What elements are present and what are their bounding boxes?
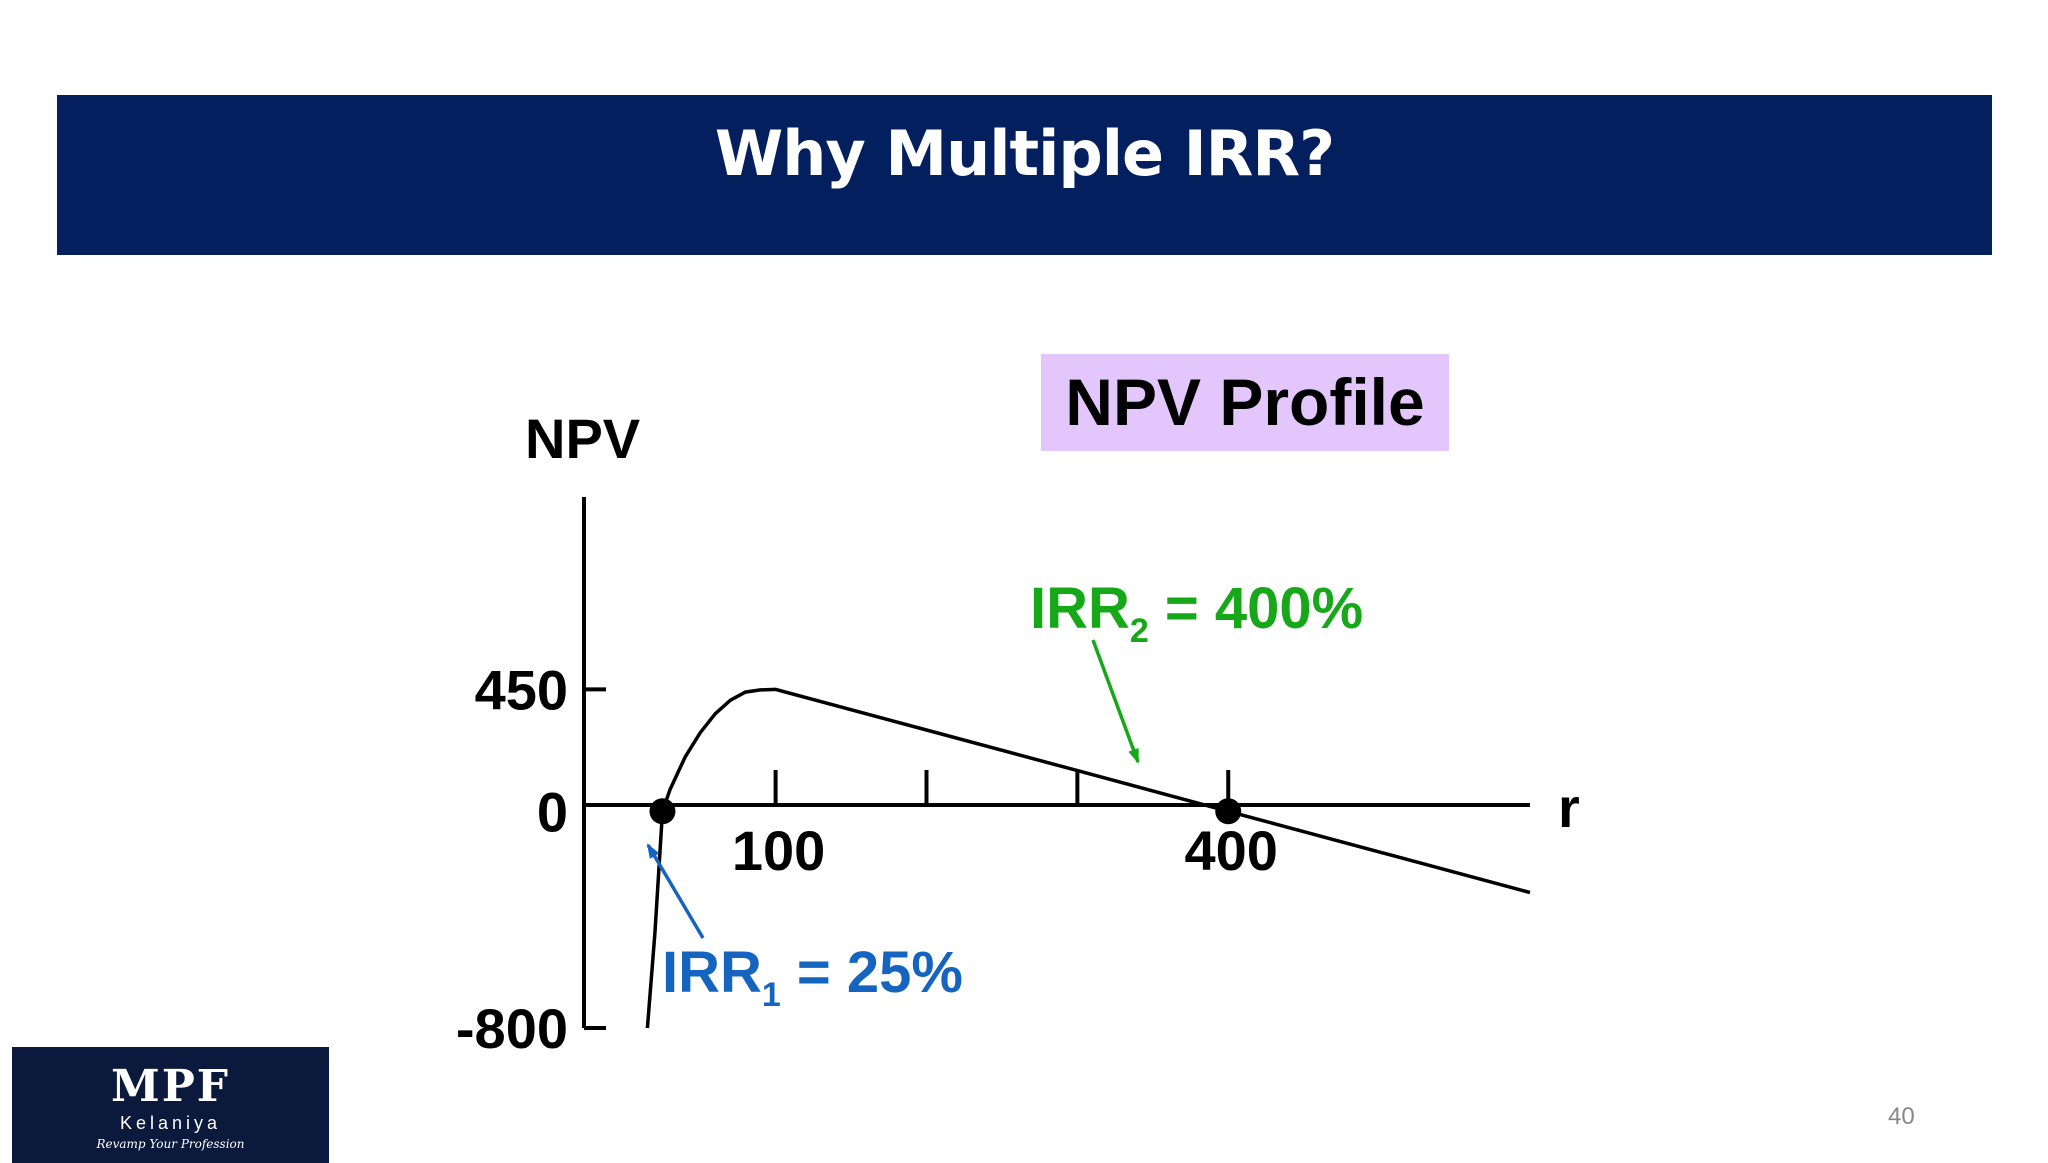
logo-tagline: Revamp Your Profession bbox=[96, 1137, 245, 1151]
irr-point bbox=[1215, 798, 1242, 825]
irr-label: IRR1 = 25% bbox=[662, 940, 963, 1014]
chart-title: NPV Profile bbox=[1041, 354, 1449, 451]
y-tick-label: 0 bbox=[537, 780, 568, 843]
x-ticks: 100 400 bbox=[732, 770, 1278, 882]
y-ticks: -800 0 450 bbox=[456, 658, 606, 1060]
irr-arrow bbox=[1091, 639, 1140, 763]
irr-annotations: IRR1 = 25% IRR2 = 400% bbox=[646, 576, 1363, 1014]
irr-arrow-head bbox=[646, 843, 660, 859]
x-axis-label: r bbox=[1558, 776, 1580, 839]
y-tick-label: -800 bbox=[456, 997, 568, 1060]
logo-location: Kelaniya bbox=[119, 1113, 222, 1133]
page-number: 40 bbox=[1888, 1103, 1915, 1130]
irr-label: IRR2 = 400% bbox=[1030, 576, 1363, 650]
logo-mark: MPF bbox=[110, 1061, 231, 1112]
y-axis-label: NPV bbox=[525, 407, 640, 470]
slide-title: Why Multiple IRR? bbox=[714, 117, 1335, 190]
x-tick-label: 400 bbox=[1185, 819, 1278, 882]
irr-arrow-head bbox=[1128, 748, 1139, 764]
x-tick-label: 100 bbox=[732, 819, 825, 882]
title-bar: Why Multiple IRR? bbox=[57, 95, 1992, 255]
mpf-logo: MPF Kelaniya Revamp Your Profession bbox=[12, 1047, 329, 1163]
irr-point bbox=[649, 798, 676, 825]
y-tick-label: 450 bbox=[475, 658, 568, 721]
irr-arrow bbox=[646, 844, 705, 939]
